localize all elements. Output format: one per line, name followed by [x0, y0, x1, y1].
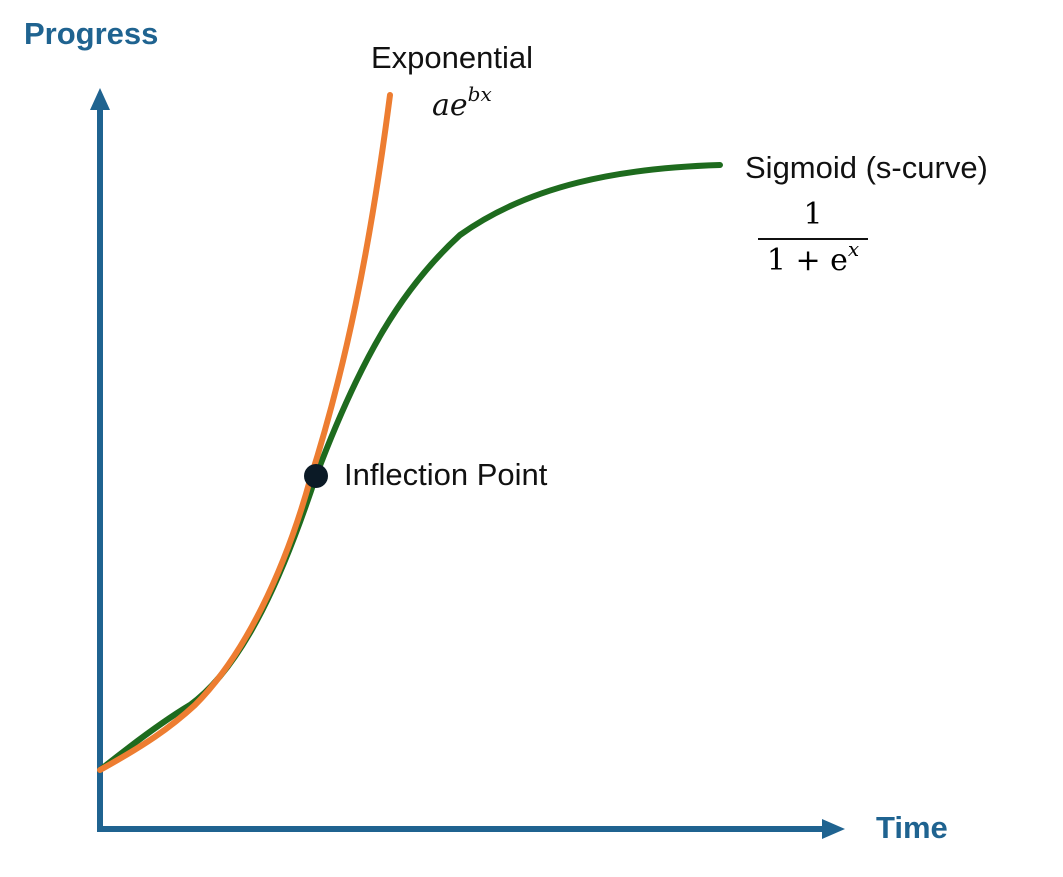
sigmoid-formula-den-exponent: x	[847, 237, 860, 261]
inflection-point-label: Inflection Point	[344, 457, 548, 492]
y-axis-title: Progress	[24, 16, 159, 51]
sigmoid-formula: 1 1 + ex	[758, 198, 868, 278]
x-axis-arrowhead	[822, 819, 845, 839]
sigmoid-formula-numerator: 1	[803, 197, 823, 232]
sigmoid-formula-denominator: 1 + ex	[766, 239, 859, 278]
inflection-point-marker	[304, 464, 328, 488]
x-axis-title: Time	[876, 810, 948, 845]
sigmoid-formula-fraction-bar	[758, 238, 868, 240]
exponential-formula: aebx	[432, 84, 492, 123]
exponential-formula-exponent: bx	[467, 82, 492, 106]
exponential-label: Exponential	[371, 40, 534, 75]
sigmoid-label: Sigmoid (s-curve)	[745, 150, 988, 185]
y-axis-arrowhead	[90, 88, 110, 110]
sigmoid-curve	[97, 162, 723, 773]
exponential-formula-base: ae	[432, 88, 468, 123]
exponential-curve	[97, 92, 393, 773]
sigmoid-formula-den-base: 1 + e	[766, 243, 848, 278]
